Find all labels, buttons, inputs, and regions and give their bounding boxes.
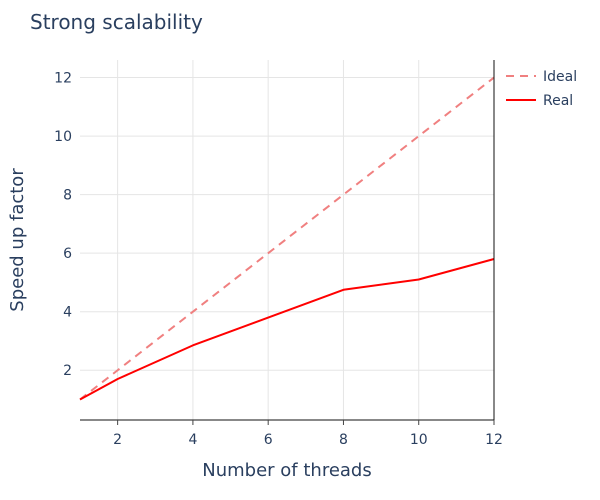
y-tick-label: 2 xyxy=(63,363,72,379)
legend: Ideal Real xyxy=(506,69,577,109)
x-tick-label: 10 xyxy=(410,432,428,448)
y-tick-label: 6 xyxy=(63,246,72,262)
plot-area: 2 4 6 8 10 12 2 4 6 8 10 12 xyxy=(54,60,503,448)
x-tick-label: 12 xyxy=(485,432,503,448)
y-tick-label: 4 xyxy=(63,305,72,321)
axes: 2 4 6 8 10 12 2 4 6 8 10 12 xyxy=(54,60,503,448)
x-tick-label: 6 xyxy=(264,432,273,448)
y-tick-label: 12 xyxy=(54,71,72,87)
legend-label-ideal: Ideal xyxy=(543,69,577,85)
x-axis-title: Number of threads xyxy=(202,460,371,481)
series-lines xyxy=(79,76,495,401)
series-line-ideal xyxy=(79,76,495,401)
grid-lines xyxy=(80,60,495,420)
y-tick-label: 8 xyxy=(63,188,72,204)
y-tick-label: 10 xyxy=(54,129,72,145)
chart-title: Strong scalability xyxy=(30,10,203,34)
plot-background xyxy=(80,60,494,420)
y-axis-title: Speed up factor xyxy=(7,168,28,312)
x-tick-label: 8 xyxy=(339,432,348,448)
x-tick-label: 4 xyxy=(188,432,197,448)
legend-label-real: Real xyxy=(543,93,573,109)
x-tick-label: 2 xyxy=(113,432,122,448)
series-line-real xyxy=(79,258,495,401)
